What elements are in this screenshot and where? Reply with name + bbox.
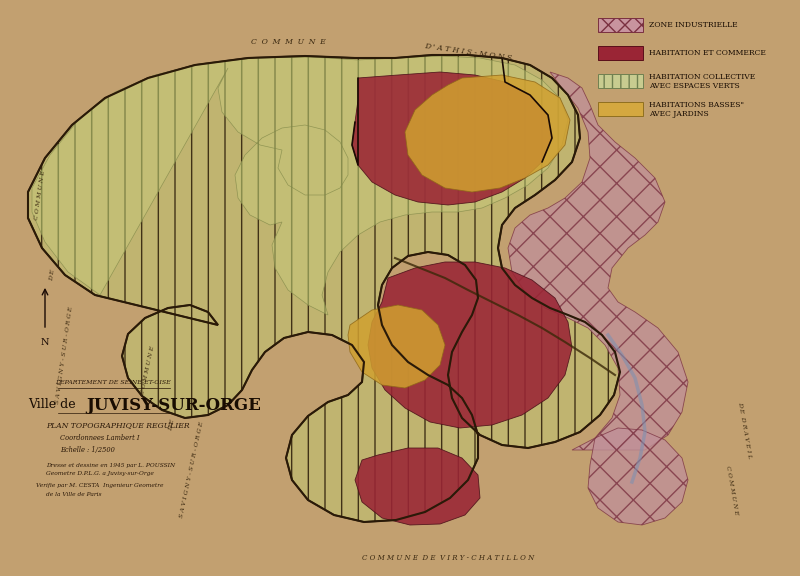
Text: D E  D R A V E I L: D E D R A V E I L (738, 401, 753, 459)
Text: AVEC JARDINS: AVEC JARDINS (649, 110, 709, 118)
Text: Ville de: Ville de (28, 399, 76, 411)
Bar (598, 46, 643, 60)
Text: PLAN TOPOGRAPHIQUE REGULIER: PLAN TOPOGRAPHIQUE REGULIER (46, 421, 190, 429)
Text: S A V I G N Y - S U R - O R G E: S A V I G N Y - S U R - O R G E (179, 422, 205, 518)
Polygon shape (348, 305, 445, 388)
Text: Dresse et dessine en 1945 par L. POUSSIN: Dresse et dessine en 1945 par L. POUSSIN (46, 463, 175, 468)
Polygon shape (405, 75, 570, 192)
Text: C  O  M  M  U  N  E: C O M M U N E (250, 38, 326, 46)
Polygon shape (28, 55, 620, 522)
Text: Echelle : 1/2500: Echelle : 1/2500 (60, 446, 115, 454)
Polygon shape (368, 262, 572, 428)
Text: C O M M U N E  D E  V I R Y - C H A T I L L O N: C O M M U N E D E V I R Y - C H A T I L … (362, 554, 534, 562)
Text: HABITATION COLLECTIVE: HABITATION COLLECTIVE (649, 73, 755, 81)
Bar (598, 18, 643, 32)
Text: AVEC ESPACES VERTS: AVEC ESPACES VERTS (649, 82, 740, 90)
Text: S A V I G N Y - S U R - O R G E: S A V I G N Y - S U R - O R G E (54, 306, 74, 404)
Text: Verifie par M. CESTA  Ingenieur Geometre: Verifie par M. CESTA Ingenieur Geometre (36, 483, 163, 488)
Text: D E: D E (49, 269, 55, 281)
Polygon shape (352, 72, 552, 205)
Text: D ' A T H I S - M O N S: D ' A T H I S - M O N S (424, 42, 512, 62)
Text: HABITATION ET COMMERCE: HABITATION ET COMMERCE (649, 49, 766, 57)
Text: JUVISY-SUR-ORGE: JUVISY-SUR-ORGE (86, 396, 261, 414)
Bar (598, 74, 643, 88)
Text: Coordonnees Lambert I: Coordonnees Lambert I (60, 434, 139, 442)
Polygon shape (355, 448, 480, 525)
Text: ZONE INDUSTRIELLE: ZONE INDUSTRIELLE (649, 21, 738, 29)
Text: C O M M U N E: C O M M U N E (34, 170, 46, 220)
Text: C O M M U N E: C O M M U N E (725, 465, 739, 515)
Text: D E: D E (168, 419, 176, 431)
Polygon shape (508, 72, 688, 450)
Text: DEPARTEMENT DE SEINE-ET-OISE: DEPARTEMENT DE SEINE-ET-OISE (55, 380, 171, 385)
Bar (598, 102, 643, 116)
Text: HABITATIONS BASSES": HABITATIONS BASSES" (649, 101, 744, 109)
Polygon shape (32, 56, 568, 315)
Polygon shape (588, 428, 688, 525)
Text: C O M M U N E: C O M M U N E (140, 345, 156, 395)
Text: Geometre D.P.L.G. a Juvisy-sur-Orge: Geometre D.P.L.G. a Juvisy-sur-Orge (46, 472, 154, 476)
Text: N: N (41, 338, 50, 347)
Text: de la Ville de Paris: de la Ville de Paris (46, 491, 102, 497)
